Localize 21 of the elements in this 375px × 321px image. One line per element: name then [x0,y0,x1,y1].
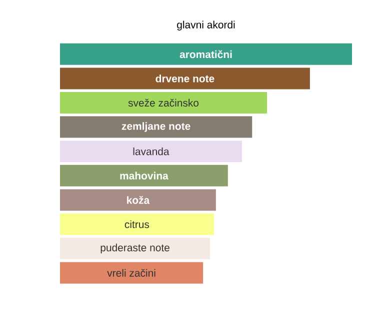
chart-title: glavni akordi [177,20,235,31]
bar [60,164,228,186]
y-tick-label: vreli začini [107,269,156,277]
bar [60,116,252,138]
y-tick-label: koža [127,196,150,204]
bar [60,43,352,65]
bar [60,214,214,235]
bar [60,189,216,211]
y-tick-label: puderaste note [100,244,170,254]
y-tick-label: drvene note [156,74,214,82]
bar [60,92,268,114]
bar [60,68,310,90]
y-tick-label: aromatični [180,50,232,58]
bar [60,262,204,284]
y-tick-label: citrus [124,220,150,228]
y-tick-label: sveže začinsko [128,98,199,107]
y-tick-label: mahovina [120,172,168,180]
y-tick-label: lavanda [133,148,170,156]
bar [60,140,242,162]
bar [60,238,210,260]
y-tick-label: zemljane note [122,122,190,132]
